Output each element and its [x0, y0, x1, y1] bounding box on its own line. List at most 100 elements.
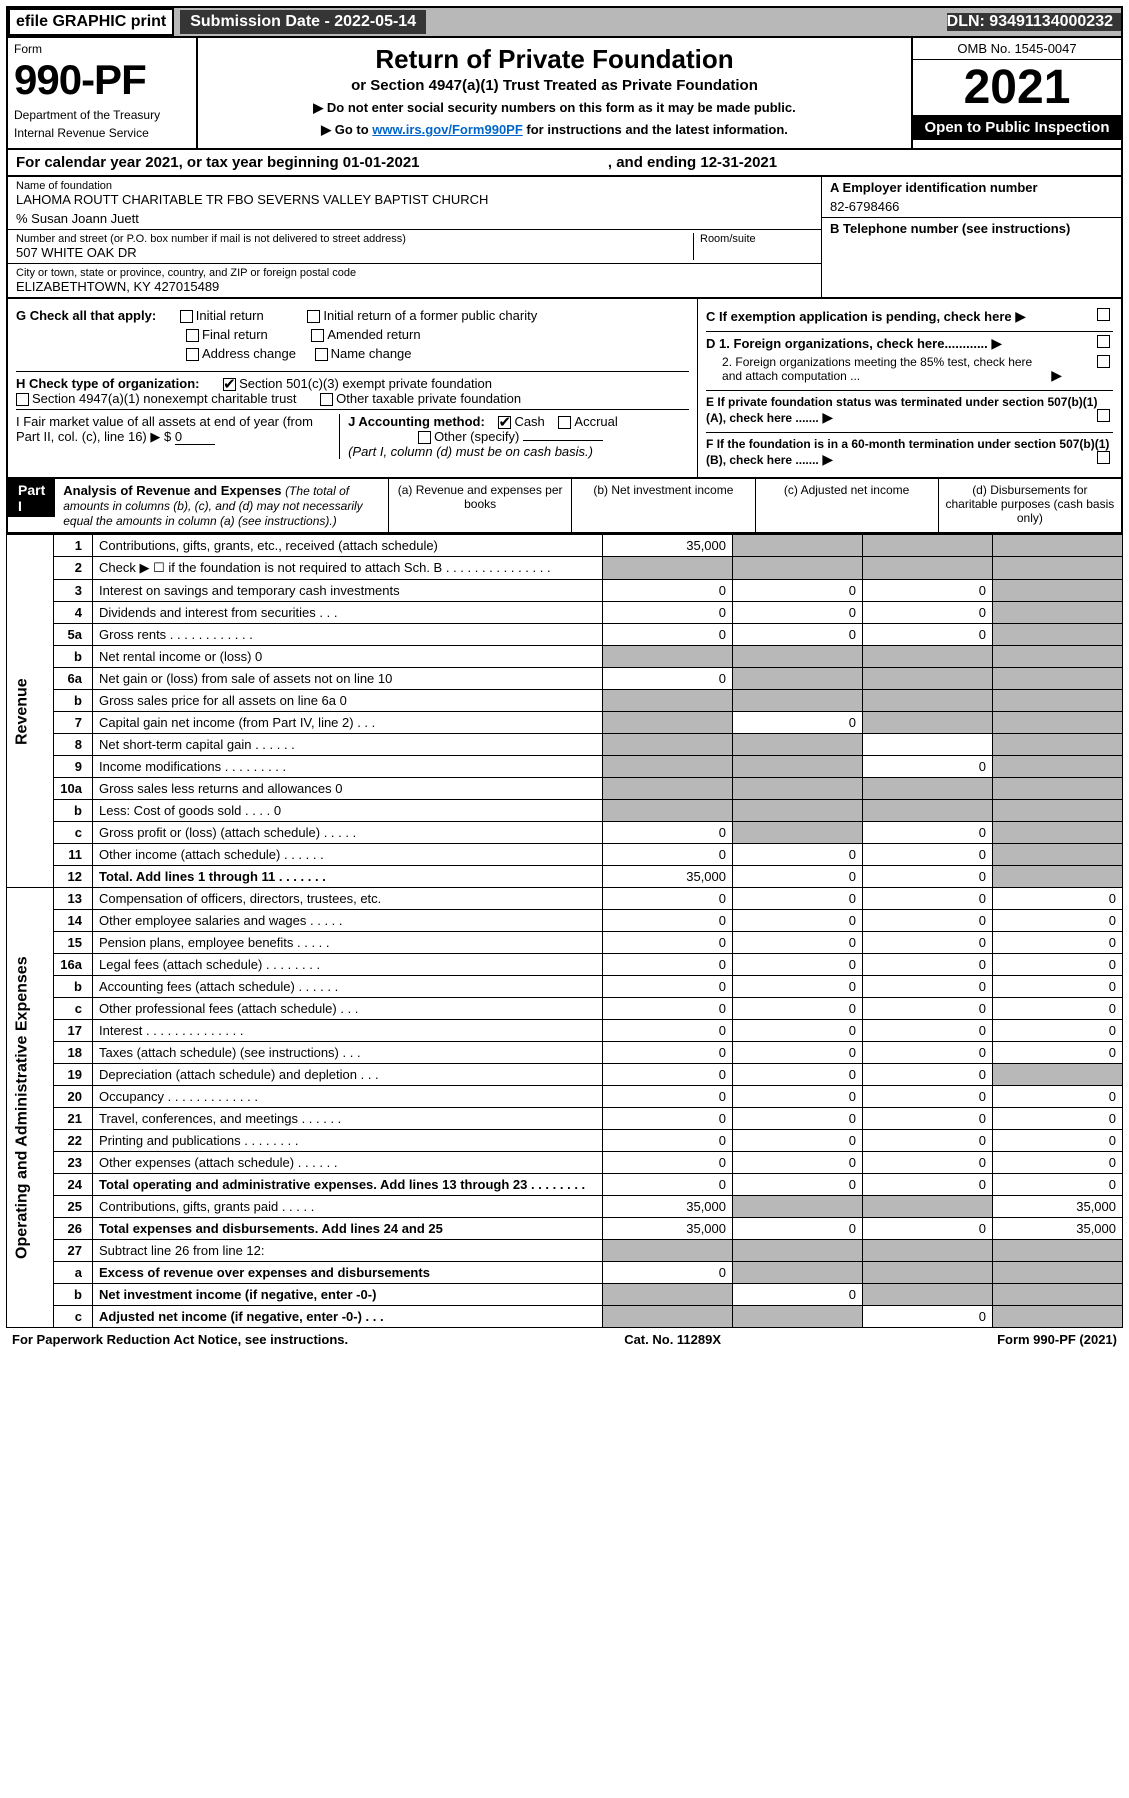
chk-501c3[interactable]: [223, 378, 236, 391]
table-row: 8Net short-term capital gain . . . . . .: [7, 734, 1123, 756]
chk-initial-public[interactable]: [307, 310, 320, 323]
chk-d1[interactable]: [1097, 335, 1110, 348]
cell-c: 0: [863, 1108, 993, 1130]
line-num: 24: [54, 1174, 93, 1196]
table-row: 9Income modifications . . . . . . . . . 0: [7, 756, 1123, 778]
cell-b: [733, 557, 863, 580]
table-row: Revenue1Contributions, gifts, grants, et…: [7, 535, 1123, 557]
line-num: 4: [54, 602, 93, 624]
chk-other-tax[interactable]: [320, 393, 333, 406]
table-row: aExcess of revenue over expenses and dis…: [7, 1262, 1123, 1284]
line-desc: Adjusted net income (if negative, enter …: [93, 1306, 603, 1328]
line-num: 25: [54, 1196, 93, 1218]
cell-b: 0: [733, 954, 863, 976]
submission-date: Submission Date - 2022-05-14: [180, 10, 426, 34]
line-num: 23: [54, 1152, 93, 1174]
table-row: 22Printing and publications . . . . . . …: [7, 1130, 1123, 1152]
chk-cash[interactable]: [498, 416, 511, 429]
line-desc: Contributions, gifts, grants paid . . . …: [93, 1196, 603, 1218]
cell-b: [733, 734, 863, 756]
cell-b: 0: [733, 1020, 863, 1042]
chk-c[interactable]: [1097, 308, 1110, 321]
cell-d: [993, 580, 1123, 602]
calyear-pre: For calendar year 2021, or tax year begi…: [16, 154, 420, 171]
cell-c: 0: [863, 756, 993, 778]
chk-initial[interactable]: [180, 310, 193, 323]
line-desc: Legal fees (attach schedule) . . . . . .…: [93, 954, 603, 976]
table-row: 19Depreciation (attach schedule) and dep…: [7, 1064, 1123, 1086]
cell-d: [993, 822, 1123, 844]
c-label: C If exemption application is pending, c…: [706, 309, 1012, 324]
chk-final[interactable]: [186, 329, 199, 342]
table-row: 18Taxes (attach schedule) (see instructi…: [7, 1042, 1123, 1064]
cell-b: 0: [733, 1284, 863, 1306]
cell-b: 0: [733, 866, 863, 888]
city: ELIZABETHTOWN, KY 427015489: [16, 279, 813, 294]
line-num: 15: [54, 932, 93, 954]
line-num: 18: [54, 1042, 93, 1064]
cell-a: 0: [603, 1086, 733, 1108]
i-value: 0: [175, 429, 215, 445]
cell-c: [863, 1240, 993, 1262]
cell-b: 0: [733, 580, 863, 602]
line-num: 13: [54, 888, 93, 910]
table-row: 27Subtract line 26 from line 12:: [7, 1240, 1123, 1262]
line-num: 26: [54, 1218, 93, 1240]
dln: DLN: 93491134000232: [947, 13, 1121, 31]
omb: OMB No. 1545-0047: [913, 38, 1121, 60]
cell-a: 0: [603, 1262, 733, 1284]
cell-d: 0: [993, 1086, 1123, 1108]
cell-c: 0: [863, 954, 993, 976]
line-desc: Net rental income or (loss) 0: [93, 646, 603, 668]
cell-a: 0: [603, 1174, 733, 1196]
cell-a: [603, 734, 733, 756]
col-c: (c) Adjusted net income: [755, 479, 938, 532]
cell-d: 0: [993, 1152, 1123, 1174]
line-desc: Income modifications . . . . . . . . .: [93, 756, 603, 778]
city-label: City or town, state or province, country…: [16, 267, 813, 279]
cell-c: [863, 1284, 993, 1306]
cell-b: [733, 646, 863, 668]
cell-b: 0: [733, 888, 863, 910]
table-row: 14Other employee salaries and wages . . …: [7, 910, 1123, 932]
line-num: 9: [54, 756, 93, 778]
line-num: 2: [54, 557, 93, 580]
cell-d: 35,000: [993, 1218, 1123, 1240]
chk-f[interactable]: [1097, 451, 1110, 464]
table-row: 12Total. Add lines 1 through 11 . . . . …: [7, 866, 1123, 888]
chk-other-method[interactable]: [418, 431, 431, 444]
cell-c: 0: [863, 822, 993, 844]
cell-c: 0: [863, 624, 993, 646]
cell-d: 0: [993, 910, 1123, 932]
cell-d: [993, 800, 1123, 822]
cell-b: 0: [733, 1086, 863, 1108]
cell-a: [603, 778, 733, 800]
cell-d: [993, 1262, 1123, 1284]
g-label: G Check all that apply:: [16, 308, 156, 323]
chk-amended[interactable]: [311, 329, 324, 342]
cell-c: [863, 734, 993, 756]
cell-a: 0: [603, 844, 733, 866]
chk-address[interactable]: [186, 348, 199, 361]
cell-a: 35,000: [603, 1218, 733, 1240]
chk-name[interactable]: [315, 348, 328, 361]
instr-link[interactable]: www.irs.gov/Form990PF: [372, 122, 523, 137]
line-num: b: [54, 1284, 93, 1306]
opadmin-label: Operating and Administrative Expenses: [7, 888, 54, 1328]
chk-d2[interactable]: [1097, 355, 1110, 368]
line-num: b: [54, 646, 93, 668]
cell-a: [603, 690, 733, 712]
cell-d: [993, 624, 1123, 646]
chk-e[interactable]: [1097, 409, 1110, 422]
cell-a: [603, 800, 733, 822]
table-row: 7Capital gain net income (from Part IV, …: [7, 712, 1123, 734]
chk-4947[interactable]: [16, 393, 29, 406]
cell-a: [603, 557, 733, 580]
cell-b: 0: [733, 1174, 863, 1196]
cell-a: 0: [603, 602, 733, 624]
chk-accrual[interactable]: [558, 416, 571, 429]
line-desc: Capital gain net income (from Part IV, l…: [93, 712, 603, 734]
cell-a: 0: [603, 998, 733, 1020]
form-number: 990-PF: [14, 56, 190, 104]
line-desc: Contributions, gifts, grants, etc., rece…: [93, 535, 603, 557]
